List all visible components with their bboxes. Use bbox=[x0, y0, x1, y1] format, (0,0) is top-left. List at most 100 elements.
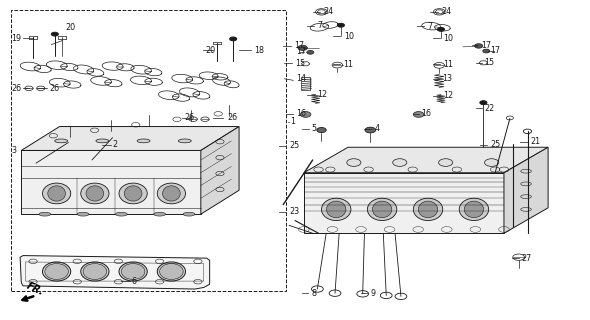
Text: 3: 3 bbox=[11, 146, 17, 155]
Text: 24: 24 bbox=[441, 7, 451, 16]
Circle shape bbox=[365, 127, 376, 133]
Polygon shape bbox=[21, 150, 201, 214]
Text: 17: 17 bbox=[296, 47, 306, 56]
Circle shape bbox=[307, 50, 314, 54]
Text: 15: 15 bbox=[484, 58, 494, 67]
Ellipse shape bbox=[158, 262, 185, 281]
Ellipse shape bbox=[178, 139, 191, 143]
Ellipse shape bbox=[137, 139, 150, 143]
Text: FR.: FR. bbox=[25, 281, 46, 298]
Bar bbox=[301, 77, 310, 90]
Ellipse shape bbox=[154, 212, 166, 216]
Polygon shape bbox=[20, 256, 209, 289]
Circle shape bbox=[414, 112, 424, 117]
Text: 4: 4 bbox=[375, 124, 379, 133]
Polygon shape bbox=[504, 147, 548, 233]
Ellipse shape bbox=[42, 183, 71, 204]
Ellipse shape bbox=[464, 201, 484, 218]
Ellipse shape bbox=[158, 183, 185, 204]
Text: 19: 19 bbox=[11, 34, 21, 43]
Text: 16: 16 bbox=[421, 109, 431, 118]
Ellipse shape bbox=[48, 186, 65, 201]
Text: 10: 10 bbox=[344, 32, 354, 41]
Ellipse shape bbox=[77, 212, 89, 216]
Circle shape bbox=[337, 23, 345, 27]
Ellipse shape bbox=[326, 201, 346, 218]
Polygon shape bbox=[304, 173, 504, 233]
Ellipse shape bbox=[160, 264, 183, 279]
Ellipse shape bbox=[368, 198, 397, 220]
Text: 7: 7 bbox=[427, 22, 432, 31]
Text: 18: 18 bbox=[254, 45, 264, 55]
Text: 7: 7 bbox=[317, 21, 323, 30]
Text: 1: 1 bbox=[290, 117, 295, 126]
Text: 21: 21 bbox=[530, 137, 540, 146]
Circle shape bbox=[483, 49, 490, 53]
Ellipse shape bbox=[45, 264, 68, 279]
Text: 20: 20 bbox=[205, 45, 216, 55]
Polygon shape bbox=[201, 126, 239, 214]
Text: 10: 10 bbox=[443, 34, 453, 43]
Circle shape bbox=[480, 101, 487, 105]
Circle shape bbox=[474, 44, 483, 48]
Text: 26: 26 bbox=[49, 84, 59, 93]
Text: 13: 13 bbox=[442, 74, 452, 83]
Circle shape bbox=[300, 112, 311, 117]
Polygon shape bbox=[304, 147, 548, 173]
Ellipse shape bbox=[124, 186, 142, 201]
Text: 14: 14 bbox=[296, 74, 306, 83]
Text: 6: 6 bbox=[132, 277, 136, 286]
Circle shape bbox=[230, 37, 237, 41]
Circle shape bbox=[298, 45, 307, 50]
Circle shape bbox=[438, 159, 453, 166]
Ellipse shape bbox=[414, 198, 442, 220]
Text: 17: 17 bbox=[490, 46, 500, 55]
Ellipse shape bbox=[183, 212, 195, 216]
Text: 23: 23 bbox=[289, 207, 299, 216]
Ellipse shape bbox=[83, 264, 107, 279]
Text: 22: 22 bbox=[484, 104, 495, 113]
Text: 5: 5 bbox=[312, 124, 317, 133]
Ellipse shape bbox=[119, 183, 148, 204]
Text: 20: 20 bbox=[65, 23, 76, 32]
Ellipse shape bbox=[81, 183, 109, 204]
Text: 27: 27 bbox=[522, 254, 532, 263]
Text: 2: 2 bbox=[113, 140, 117, 149]
Text: 16: 16 bbox=[296, 109, 306, 118]
Text: 17: 17 bbox=[481, 41, 491, 50]
Ellipse shape bbox=[163, 186, 180, 201]
Text: 25: 25 bbox=[490, 140, 501, 149]
Ellipse shape bbox=[39, 212, 51, 216]
Circle shape bbox=[51, 32, 58, 36]
Circle shape bbox=[393, 159, 407, 166]
Text: 11: 11 bbox=[443, 60, 453, 69]
Circle shape bbox=[317, 127, 326, 132]
Text: 8: 8 bbox=[312, 289, 316, 298]
Circle shape bbox=[347, 159, 361, 166]
Text: 15: 15 bbox=[295, 59, 305, 68]
Ellipse shape bbox=[81, 262, 109, 281]
Polygon shape bbox=[21, 126, 239, 150]
Ellipse shape bbox=[116, 212, 127, 216]
Text: 12: 12 bbox=[443, 91, 454, 100]
Ellipse shape bbox=[86, 186, 104, 201]
Text: 26: 26 bbox=[184, 114, 195, 123]
Text: 11: 11 bbox=[343, 60, 353, 69]
Ellipse shape bbox=[119, 262, 148, 281]
Ellipse shape bbox=[96, 139, 109, 143]
Text: 9: 9 bbox=[371, 289, 375, 298]
Circle shape bbox=[484, 159, 499, 166]
Text: 26: 26 bbox=[227, 114, 237, 123]
Ellipse shape bbox=[42, 262, 71, 281]
Text: 25: 25 bbox=[289, 141, 299, 150]
Bar bbox=[11, 10, 286, 291]
Ellipse shape bbox=[55, 139, 68, 143]
Ellipse shape bbox=[459, 198, 489, 220]
Ellipse shape bbox=[322, 198, 351, 220]
Ellipse shape bbox=[372, 201, 392, 218]
Text: 24: 24 bbox=[323, 7, 333, 16]
Circle shape bbox=[437, 28, 444, 31]
Text: 12: 12 bbox=[317, 90, 327, 99]
Ellipse shape bbox=[418, 201, 438, 218]
Text: 17: 17 bbox=[294, 41, 304, 51]
